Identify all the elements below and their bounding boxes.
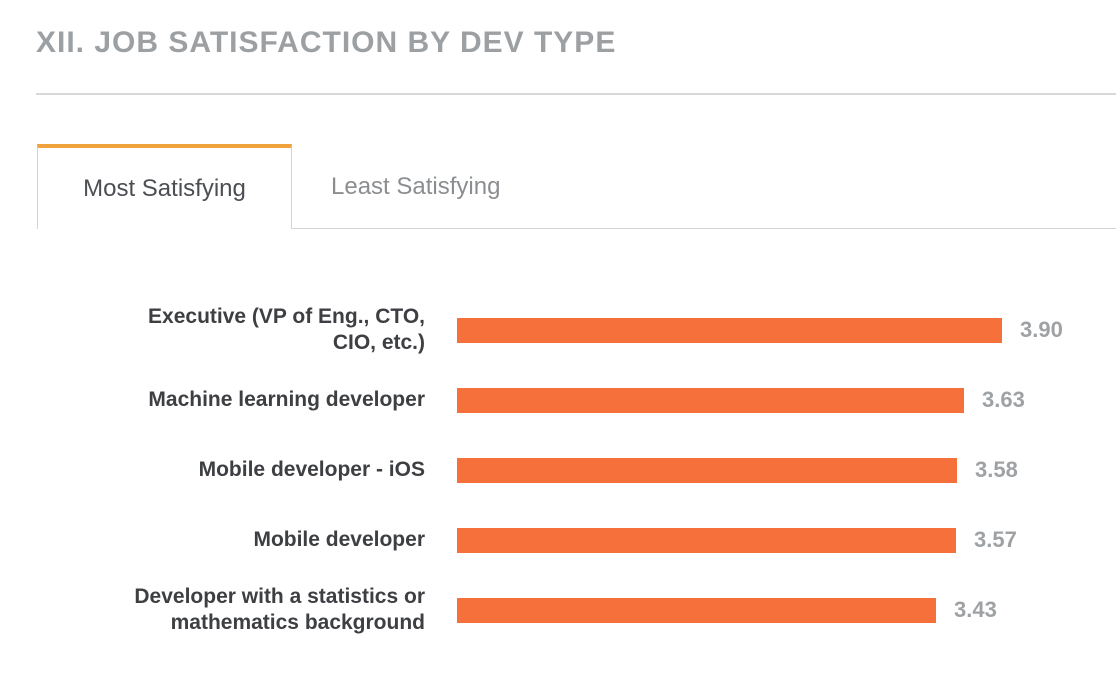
tab-least-satisfying-label: Least Satisfying	[331, 172, 501, 200]
bar-wrap: 3.58	[457, 457, 1116, 483]
bar-value: 3.58	[975, 457, 1018, 482]
tab-most-satisfying[interactable]: Most Satisfying	[37, 144, 292, 229]
chart-row: Mobile developer - iOS 3.58	[0, 435, 1116, 505]
tab-bar: Most Satisfying Least Satisfying	[37, 144, 1116, 229]
bar-wrap: 3.43	[457, 597, 1116, 623]
chart-row: Executive (VP of Eng., CTO, CIO, etc.) 3.…	[0, 295, 1116, 365]
bar-label: Machine learning developer	[148, 388, 425, 411]
chart-row: Developer with a statistics or mathemati…	[0, 575, 1116, 645]
bar-wrap: 3.63	[457, 387, 1116, 413]
tab-most-satisfying-label: Most Satisfying	[83, 174, 246, 202]
bar	[457, 457, 957, 483]
tab-least-satisfying[interactable]: Least Satisfying	[293, 144, 540, 229]
bar-value: 3.63	[982, 387, 1025, 412]
bar	[457, 527, 956, 553]
section-divider	[36, 93, 1116, 95]
bar-label: Mobile developer	[253, 528, 425, 551]
bar-wrap: 3.90	[457, 317, 1116, 343]
bar-label: Developer with a statistics or mathemati…	[134, 585, 425, 634]
bar	[457, 387, 964, 413]
tab-strip-bottom-border	[292, 228, 1116, 229]
bar	[457, 597, 936, 623]
bar	[457, 317, 1002, 343]
bar-value: 3.90	[1020, 317, 1063, 342]
chart-row: Mobile developer 3.57	[0, 505, 1116, 575]
bar-label: Executive (VP of Eng., CTO, CIO, etc.)	[148, 305, 425, 354]
bar-value: 3.43	[954, 597, 997, 622]
chart-row: Machine learning developer 3.63	[0, 365, 1116, 435]
page: XII. JOB SATISFACTION BY DEV TYPE Most S…	[0, 26, 1116, 645]
bar-wrap: 3.57	[457, 527, 1116, 553]
bar-value: 3.57	[974, 527, 1017, 552]
chart-rows: Executive (VP of Eng., CTO, CIO, etc.) 3.…	[0, 295, 1116, 645]
page-title: XII. JOB SATISFACTION BY DEV TYPE	[36, 26, 617, 59]
bar-chart: Executive (VP of Eng., CTO, CIO, etc.) 3.…	[0, 295, 1116, 645]
bar-label: Mobile developer - iOS	[198, 458, 425, 481]
